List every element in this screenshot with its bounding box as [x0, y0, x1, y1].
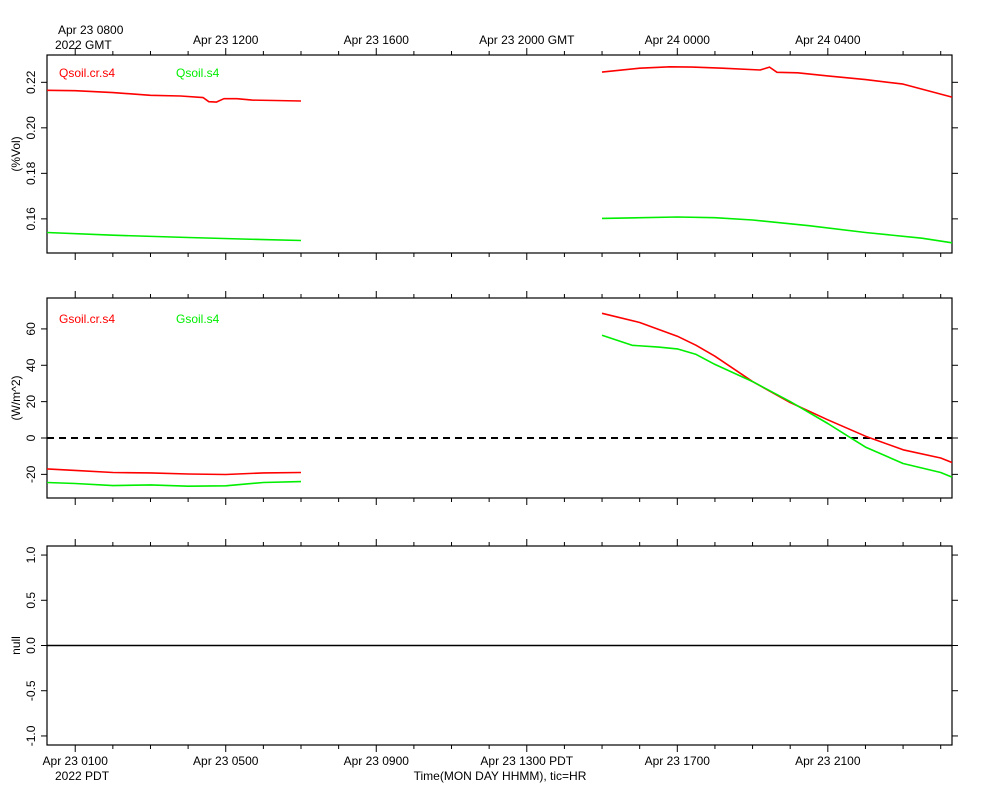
series-line-Qsoil-s4: [601, 216, 953, 244]
bottom-time-label: Apr 23 1700: [645, 754, 711, 768]
series-line-Qsoil-s4: [46, 231, 302, 242]
y-tick-label: 0.18: [24, 161, 38, 185]
series-line-Gsoil-s4: [601, 334, 953, 478]
y-tick-label: 60: [24, 322, 38, 336]
legend-Qsoil-s4: Qsoil.s4: [176, 66, 220, 80]
bottom-time-label: Apr 23 2100: [795, 754, 861, 768]
top-time-label: Apr 24 0000: [645, 33, 711, 47]
y-tick-label: -1.0: [24, 725, 38, 746]
y-axis-label: (%Vol): [9, 136, 23, 171]
y-axis-label: null: [9, 636, 23, 655]
top-year-label: 2022 GMT: [55, 38, 112, 52]
bottom-time-label: Apr 23 0900: [344, 754, 410, 768]
bottom-time-label: Apr 23 0500: [193, 754, 259, 768]
y-tick-label: 0.20: [24, 116, 38, 140]
y-tick-label: -0.5: [24, 680, 38, 701]
y-axis-label: (W/m^2): [9, 376, 23, 421]
panel-frame-soil-heat-flux: [46, 297, 953, 499]
y-tick-label: 20: [24, 395, 38, 409]
panel-frame-soil-moisture: [46, 54, 953, 254]
top-time-label: Apr 23 2000 GMT: [479, 33, 575, 47]
legend-Qsoil-cr-s4: Qsoil.cr.s4: [59, 66, 115, 80]
legend-Gsoil-s4: Gsoil.s4: [176, 312, 220, 326]
series-line-Qsoil-cr-s4: [46, 89, 302, 103]
series-line-Gsoil-cr-s4: [46, 468, 302, 476]
y-tick-label: 0.5: [24, 592, 38, 609]
y-tick-label: 1.0: [24, 546, 38, 563]
y-tick-label: 0.0: [24, 637, 38, 654]
bottom-time-label: Apr 23 1300 PDT: [480, 754, 573, 768]
series-line-Gsoil-cr-s4: [601, 312, 953, 464]
y-tick-label: 40: [24, 358, 38, 372]
series-line-Gsoil-s4: [46, 480, 302, 487]
x-axis-title: Time(MON DAY HHMM), tic=HR: [414, 769, 587, 783]
series-line-Qsoil-cr-s4: [601, 66, 953, 98]
top-time-label: Apr 23 1600: [344, 33, 410, 47]
top-time-label: Apr 23 1200: [193, 33, 259, 47]
y-tick-label: -20: [24, 465, 38, 483]
y-tick-label: 0.22: [24, 70, 38, 94]
y-tick-label: 0.16: [24, 207, 38, 231]
top-time-label: Apr 24 0400: [795, 33, 861, 47]
legend-Gsoil-cr-s4: Gsoil.cr.s4: [59, 312, 115, 326]
top-time-label: Apr 23 0800: [58, 23, 124, 37]
y-tick-label: 0: [24, 434, 38, 441]
bottom-time-label: Apr 23 0100: [43, 754, 109, 768]
bottom-year-label: 2022 PDT: [55, 769, 110, 783]
